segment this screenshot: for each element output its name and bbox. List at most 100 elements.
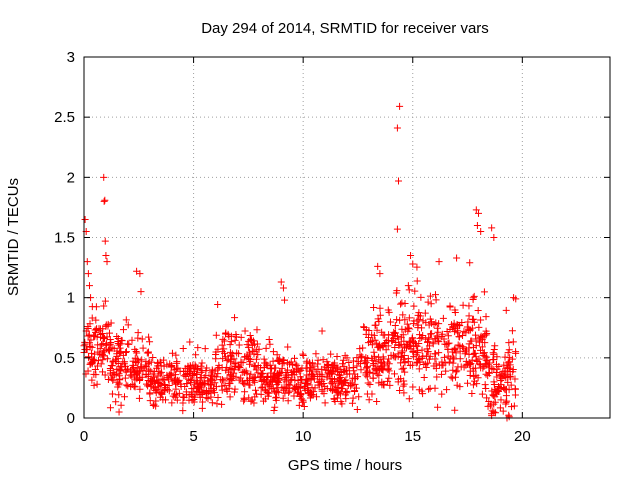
data-point [474,374,482,382]
data-point [449,359,457,367]
data-point [214,301,222,309]
data-point [101,346,109,354]
data-point [420,374,428,382]
data-point [456,355,464,363]
data-point [95,350,103,358]
data-point [405,395,413,403]
data-point [372,321,380,329]
data-point [453,367,461,375]
data-point [303,357,311,365]
data-point [236,363,244,371]
data-point [237,333,245,341]
data-point [508,403,516,411]
data-point [464,318,472,326]
data-point [144,382,152,390]
data-point [500,361,508,369]
data-point [120,393,128,401]
data-point [152,389,160,397]
data-point [122,362,130,370]
data-point [299,350,307,358]
data-point [369,336,377,344]
data-point [512,295,520,303]
data-point [211,389,219,397]
data-point [500,372,508,380]
data-point [491,385,499,393]
data-point [468,324,476,332]
data-point [218,348,226,356]
data-point [405,343,413,351]
data-point [439,314,447,322]
data-point [230,366,238,374]
data-point [290,392,298,400]
data-point [194,366,202,374]
data-point [274,356,282,364]
data-point [209,367,217,375]
data-point [255,345,263,353]
data-point [391,332,399,340]
data-point [93,380,101,388]
data-point [440,353,448,361]
data-point [218,341,226,349]
data-point [100,302,108,310]
data-point [388,337,396,345]
data-point [444,352,452,360]
data-point [319,356,327,364]
data-point [100,197,108,205]
data-point [103,355,111,363]
data-point [95,356,103,364]
data-point [227,338,235,346]
data-point [326,370,334,378]
data-point [138,335,146,343]
data-point [266,340,274,348]
data-point [440,335,448,343]
data-point [463,323,471,331]
data-point [418,387,426,395]
data-point [119,351,127,359]
data-point [456,383,464,391]
data-point [190,369,198,377]
data-point [456,342,464,350]
data-point [433,324,441,332]
data-point [138,356,146,364]
data-point [132,367,140,375]
data-point [218,386,226,394]
data-point [472,206,480,214]
data-point [444,332,452,340]
data-point [314,356,322,364]
data-point [426,292,434,300]
data-point [121,374,129,382]
data-point [175,376,183,384]
data-point [400,355,408,363]
data-point [303,364,311,372]
data-point [146,389,154,397]
data-point [478,390,486,398]
data-point [136,385,144,393]
data-point [109,376,117,384]
data-point [165,371,173,379]
data-point [511,385,519,393]
data-point [252,355,260,363]
data-point [373,339,381,347]
data-point [128,336,136,344]
data-point [277,278,285,286]
data-point [186,338,194,346]
data-point [286,387,294,395]
data-point [314,365,322,373]
data-point [418,324,426,332]
data-point [124,382,132,390]
data-point [262,344,270,352]
data-point [221,381,229,389]
data-point [505,413,513,421]
data-point [450,346,458,354]
data-point [413,317,421,325]
data-point [333,388,341,396]
data-point [454,329,462,337]
data-point [392,289,400,297]
data-point [300,403,308,411]
data-point [365,396,373,404]
data-point [481,360,489,368]
data-point [483,353,491,361]
data-point [442,367,450,375]
data-point [422,319,430,327]
data-point [362,330,370,338]
